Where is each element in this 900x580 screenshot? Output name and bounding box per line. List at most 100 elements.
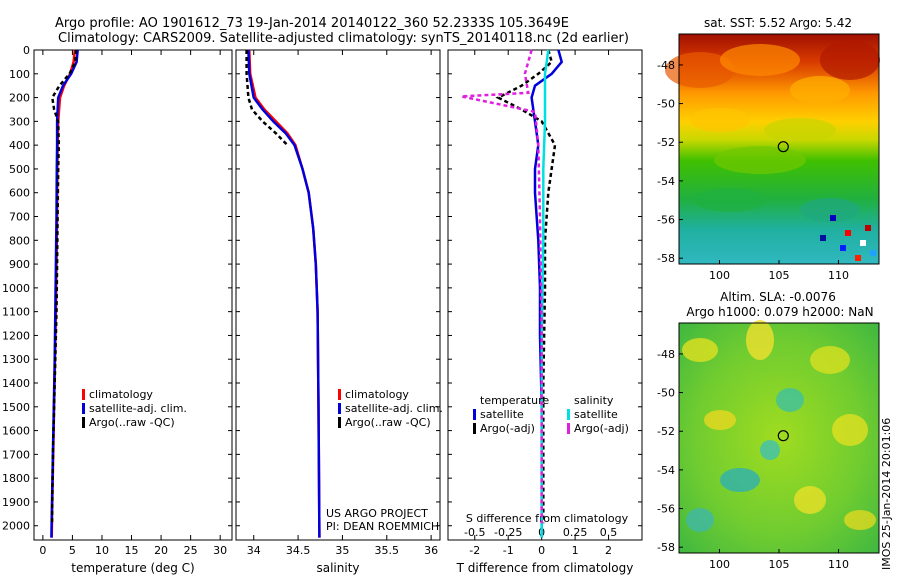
lat-tick-label: -56	[657, 503, 675, 516]
x-tick-label: 36	[424, 544, 438, 557]
y-tick-label: 900	[9, 258, 30, 271]
sst-patch	[720, 44, 800, 76]
x-top-tick-label: -0.25	[494, 526, 522, 539]
sla-patch	[720, 468, 760, 492]
y-tick-label: 800	[9, 234, 30, 247]
legend-swatch	[82, 403, 85, 414]
y-tick-label: 2000	[2, 520, 30, 533]
sst-features	[665, 40, 880, 261]
legend-entry: Argo(..raw -QC)	[345, 416, 431, 429]
temperature-panel: 0 5 10 15 20 25 300100200300400500600700800900…	[2, 44, 233, 575]
x-top-tick-label: 0.25	[563, 526, 588, 539]
sst-noisy-pixel	[860, 240, 866, 246]
series-line-2	[50, 49, 78, 524]
legend-swatch	[473, 409, 476, 420]
sla-features	[682, 320, 876, 532]
lat-tick-label: -48	[657, 59, 675, 72]
lon-tick-label: 105	[769, 269, 790, 282]
lat-tick-label: -50	[657, 98, 675, 111]
lon-tick-label: 105	[769, 558, 790, 571]
y-tick-label: 1600	[2, 425, 30, 438]
legend-entry: satellite-adj. clim.	[89, 402, 187, 415]
float-location-marker	[777, 141, 789, 153]
y-tick-label: 700	[9, 211, 30, 224]
sla-patch	[686, 508, 714, 532]
legend-entry: Argo(-adj)	[574, 422, 629, 435]
legend-swatch	[567, 409, 570, 420]
sst-map: -48 -50 -52 -54 -56 -58 100 105 110	[657, 33, 880, 282]
sla-patch	[832, 414, 868, 446]
x-axis-label: temperature (deg C)	[71, 561, 194, 575]
y-tick-label: 1200	[2, 329, 30, 342]
y-tick-label: 300	[9, 115, 30, 128]
series-line-3	[461, 49, 543, 524]
sst-noisy-pixel	[840, 245, 846, 251]
lon-tick-label: 100	[709, 558, 730, 571]
y-tick-label: 1900	[2, 496, 30, 509]
x-top-tick-label: 0.5	[600, 526, 618, 539]
y-tick-label: 1400	[2, 377, 30, 390]
lat-tick-label: -56	[657, 214, 675, 227]
y-tick-label: 0	[23, 44, 30, 57]
legend-entry: satellite-adj. clim.	[345, 402, 443, 415]
plot-frame	[235, 49, 441, 541]
sla-map-title-line1: Altim. SLA: -0.0076	[720, 290, 836, 304]
project-annotation: US ARGO PROJECT	[326, 507, 428, 520]
series-line-2	[245, 50, 289, 146]
difference-panel: -2 -1 0 1 2-0.5 -0.25 0 0.25 0.5S difference fro…	[447, 49, 643, 575]
legend-swatch	[82, 417, 85, 428]
figure-title-line1: Argo profile: AO 1901612_73 19-Jan-2014 …	[55, 16, 569, 31]
legend-entry: satellite	[574, 408, 618, 421]
figure-title-line2: Climatology: CARS2009. Satellite-adjuste…	[58, 31, 629, 46]
x-tick-label: 15	[125, 544, 139, 557]
sla-patch	[704, 410, 736, 430]
y-tick-label: 1100	[2, 306, 30, 319]
x-tick-label: 0	[39, 544, 46, 557]
x-tick-label: 1	[572, 544, 579, 557]
lat-tick-label: -58	[657, 252, 675, 265]
sst-patch	[694, 188, 766, 212]
project-annotation: PI: DEAN ROEMMICH	[326, 520, 439, 533]
legend-group-title: temperature	[480, 394, 549, 407]
sla-map-title-line2: Argo h1000: 0.079 h2000: NaN	[686, 305, 873, 319]
sla-patch	[746, 320, 774, 360]
sst-patch	[800, 198, 860, 222]
y-tick-label: 1300	[2, 353, 30, 366]
y-tick-label: 100	[9, 68, 30, 81]
legend-swatch	[82, 389, 85, 400]
sla-patch	[810, 346, 850, 374]
sst-patch	[665, 52, 735, 88]
x-tick-label: 20	[154, 544, 168, 557]
y-tick-label: 1000	[2, 282, 30, 295]
sst-patch	[764, 118, 836, 142]
imos-timestamp: IMOS 25-Jan-2014 20:01:06	[880, 418, 893, 570]
float-location-marker	[777, 430, 789, 442]
sst-noisy-pixel	[830, 215, 836, 221]
lon-tick-label: 110	[828, 269, 849, 282]
series-line-1	[247, 49, 321, 538]
legend-swatch	[473, 423, 476, 434]
sla-patch	[760, 440, 780, 460]
sst-patch	[714, 146, 806, 174]
legend-entry: satellite	[480, 408, 524, 421]
x-top-axis-label: S difference from climatology	[466, 512, 629, 525]
sla-patch	[844, 510, 876, 530]
x-tick-label: 35	[335, 544, 349, 557]
sst-noisy-pixel	[820, 235, 826, 241]
legend-entry: Argo(..raw -QC)	[89, 416, 175, 429]
lat-tick-label: -52	[657, 136, 675, 149]
x-tick-label: 0	[538, 544, 545, 557]
lat-tick-label: -54	[657, 175, 675, 188]
x-tick-label: -1	[503, 544, 514, 557]
sst-map-title: sat. SST: 5.52 Argo: 5.42	[704, 16, 852, 30]
sst-noisy-pixel	[855, 255, 861, 261]
x-tick-label: -2	[469, 544, 480, 557]
sst-noisy-pixel	[845, 230, 851, 236]
plot-frame	[33, 49, 233, 541]
sst-noisy-pixel	[865, 225, 871, 231]
legend-swatch	[338, 417, 341, 428]
x-tick-label: 34	[247, 544, 261, 557]
sst-patch	[690, 108, 750, 132]
y-tick-label: 1700	[2, 448, 30, 461]
